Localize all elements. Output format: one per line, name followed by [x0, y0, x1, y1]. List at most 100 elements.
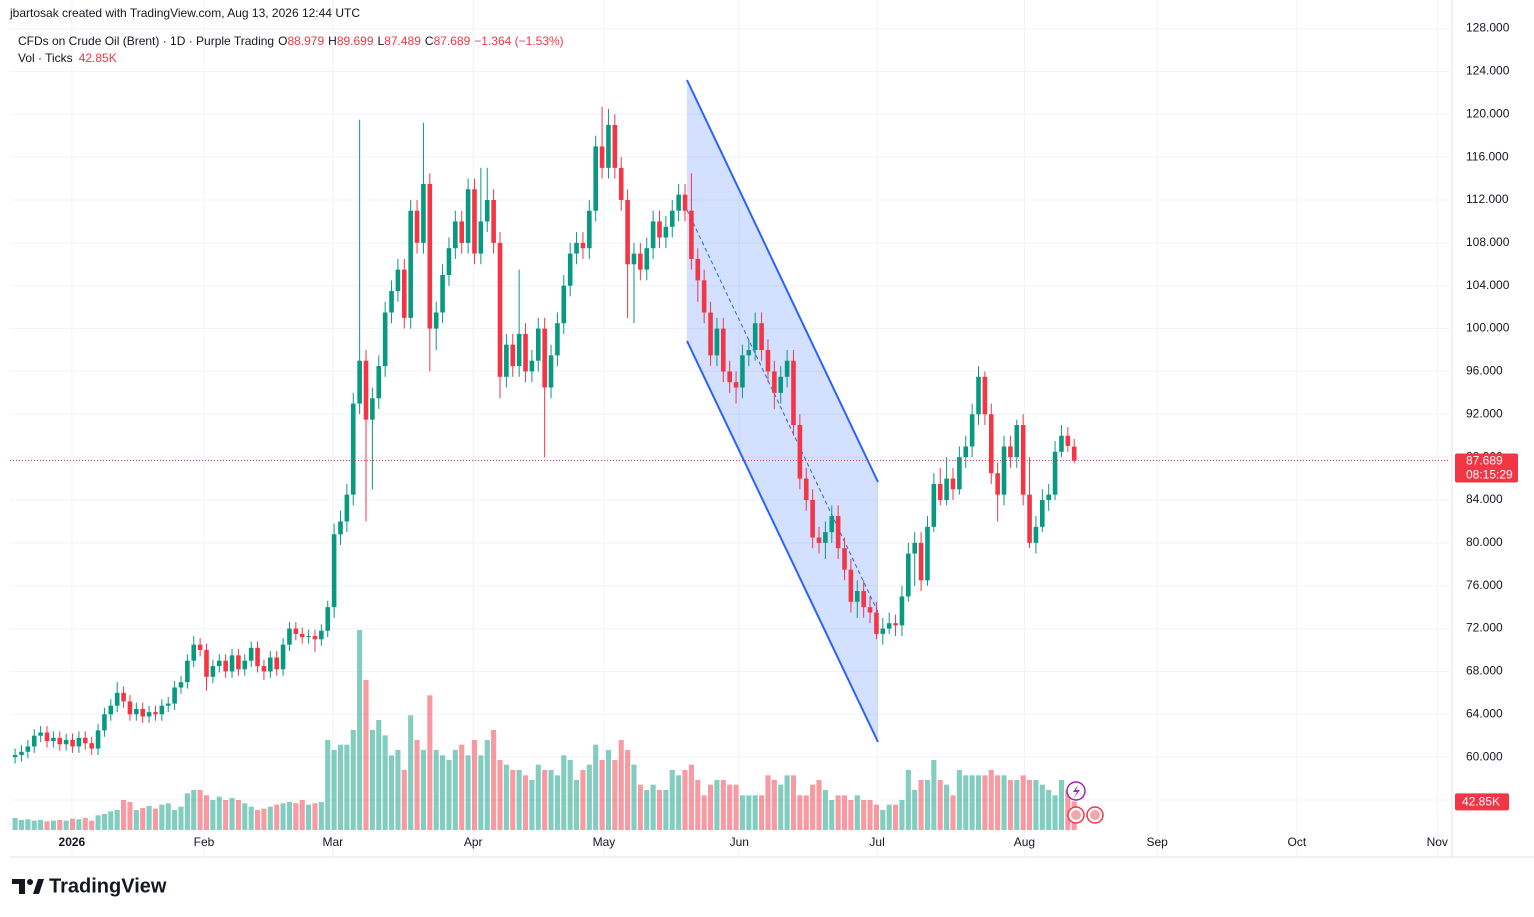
c-label: C [425, 34, 434, 48]
volume-bar [446, 760, 452, 830]
volume-bar [988, 770, 994, 830]
y-tick-label: 100.000 [1466, 321, 1510, 335]
candle-body [306, 636, 311, 638]
candle-body [491, 200, 496, 243]
volume-legend: Vol · Ticks 42.85K [18, 51, 117, 65]
volume-bar [408, 715, 414, 830]
candle-body [969, 414, 975, 447]
symbol: CFDs on Crude Oil (Brent) · 1D · Purple … [18, 34, 274, 48]
candle-body [976, 376, 981, 415]
candle-body [944, 478, 949, 500]
volume-bar [50, 820, 56, 830]
candle-body [204, 650, 209, 677]
volume-bar [197, 790, 203, 830]
candle-body [759, 323, 764, 350]
candle-body [791, 360, 796, 425]
volume-bar [803, 795, 809, 830]
volume-bar [261, 808, 267, 830]
candle-body [1020, 425, 1026, 495]
volume-bar [535, 764, 541, 830]
volume-bar [420, 750, 426, 830]
volume-bar [995, 775, 1001, 830]
volume-bar [191, 790, 197, 830]
volume-value: 42.85K [79, 51, 117, 65]
candle-body [854, 591, 860, 602]
volume-bar [720, 780, 726, 830]
volume-bar [567, 760, 573, 830]
candle-body [178, 682, 184, 688]
candle-body [746, 350, 752, 356]
candle-body [1059, 435, 1064, 452]
volume-bar [216, 796, 222, 830]
volume-bar [165, 803, 171, 830]
candle-body [1027, 494, 1032, 543]
x-tick-label: Aug [1014, 835, 1035, 849]
volume-bar [280, 803, 286, 830]
volume-bar [127, 802, 133, 830]
volume-bar [172, 810, 178, 830]
candle-body [918, 542, 924, 581]
candle-body [829, 516, 835, 533]
candle-body [982, 376, 988, 415]
volume-bar [89, 820, 95, 830]
event-flag-inner [1090, 810, 1100, 820]
candle-body [580, 242, 586, 249]
volume-bar [841, 795, 848, 830]
o-label: O [278, 34, 287, 48]
volume-bar [625, 750, 631, 830]
volume-bar [38, 820, 44, 830]
candle-body [274, 657, 279, 670]
candle-body [376, 366, 382, 399]
volume-bar [18, 820, 25, 830]
volume-bar [810, 784, 816, 830]
volume-bar [714, 780, 720, 830]
volume-bar [682, 770, 688, 830]
volume-bar [388, 755, 395, 830]
candle-body [44, 732, 50, 742]
volume-bar [31, 820, 37, 830]
candle-body [63, 740, 69, 745]
candle-body [331, 534, 337, 608]
candle-body [823, 532, 828, 543]
candle-body [1052, 451, 1058, 495]
volume-bar [357, 630, 363, 830]
candle-body [663, 226, 669, 238]
volume-bar [861, 800, 867, 830]
candle-body [1065, 435, 1071, 446]
volume-bar [963, 775, 969, 830]
volume-bar [1033, 780, 1039, 830]
y-tick-label: 80.000 [1466, 535, 1503, 549]
volume-bar [1026, 780, 1033, 830]
candle-body [848, 569, 854, 602]
volume-bar [478, 755, 484, 830]
volume-bar [618, 740, 624, 830]
candle-body [727, 371, 732, 383]
volume-bar [918, 780, 924, 830]
candle-body [752, 323, 758, 350]
candle-body [440, 275, 445, 313]
volume-bar [816, 780, 822, 830]
candle-body [963, 446, 969, 458]
x-tick-label: Feb [194, 835, 215, 849]
candle-body [1046, 494, 1051, 500]
volume-bar [867, 800, 873, 830]
candle-body [510, 344, 516, 367]
channel-lower [686, 340, 879, 743]
h-label: H [328, 34, 337, 48]
x-tick-label: Sep [1146, 835, 1168, 849]
candle-body [210, 666, 216, 677]
y-tick-label: 96.000 [1466, 364, 1503, 378]
volume-title: Vol · Ticks [18, 51, 73, 65]
c-value: 87.689 [434, 34, 471, 48]
candle-body [248, 647, 254, 661]
candle-body [102, 714, 107, 731]
candle-body [606, 125, 611, 168]
x-tick-label: Jul [869, 835, 884, 849]
volume-bar [325, 740, 331, 830]
candle-body [389, 291, 394, 313]
x-tick-label: Jun [730, 835, 749, 849]
candle-body [810, 500, 815, 538]
y-tick-label: 124.000 [1466, 64, 1510, 78]
o-value: 88.979 [287, 34, 324, 48]
